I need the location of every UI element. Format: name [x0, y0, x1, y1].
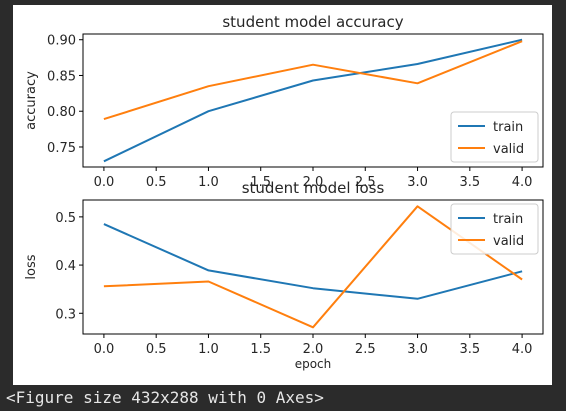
- chart-1-x-tick-label: 3.5: [459, 175, 480, 190]
- chart-2-title: student model loss: [242, 179, 385, 197]
- chart-2-y-axis-label: loss: [24, 254, 39, 279]
- chart-1-legend-box: [450, 111, 539, 163]
- chart-1-x-tick-label: 1.5: [250, 175, 271, 190]
- chart-2-y-tick-label: 0.4: [55, 259, 76, 274]
- chart-1-y-tick-label: 0.80: [47, 105, 76, 120]
- chart-2-legend-box: [450, 203, 539, 255]
- chart-1-series-train-line: [103, 38, 523, 163]
- chart-2-x-tick-label: 4.0: [512, 342, 533, 357]
- chart-1-x-tick-label: 0.0: [94, 175, 115, 190]
- chart-2-x-tick-label: 1.5: [250, 342, 271, 357]
- chart-1-x-tick-label: 0.5: [146, 175, 167, 190]
- chart-1-legend-label-valid: valid: [493, 142, 524, 157]
- chart-1-x-tick-label: 3.0: [407, 175, 428, 190]
- cell-output-text: <Figure size 432x288 with 0 Axes>: [6, 388, 324, 407]
- figure-canvas: 0.0 0.5 1.0 1.5 2.0 2.5 3.0 3.5 4.0 0.75 0.80 0.85 0…: [24, 13, 544, 371]
- chart-1-y-tick-label: 0.85: [47, 69, 76, 84]
- chart-1-series-valid-line: [103, 40, 523, 121]
- chart-1-legend-label-train: train: [493, 120, 523, 135]
- chart-1-x-tick-label: 1.0: [198, 175, 219, 190]
- chart-2-legend-label-valid: valid: [493, 234, 524, 249]
- chart-2-x-tick-label: 3.5: [459, 342, 480, 357]
- chart-2-x-tick-label: 0.0: [94, 342, 115, 357]
- chart-2-legend-label-train: train: [493, 212, 523, 227]
- chart-1-y-tick-label: 0.75: [47, 141, 76, 156]
- chart-2-x-tick-label: 1.0: [198, 342, 219, 357]
- figure: 0.0 0.5 1.0 1.5 2.0 2.5 3.0 3.5 4.0 0.75 0.80 0.85 0…: [13, 5, 552, 385]
- chart-1-title: student model accuracy: [222, 13, 403, 31]
- chart-1-y-axis-label: accuracy: [24, 71, 39, 130]
- chart-2-y-tick-label: 0.3: [55, 307, 76, 322]
- chart-1-x-tick-label: 4.0: [512, 175, 533, 190]
- chart-2-y-tick-label: 0.5: [55, 211, 76, 226]
- chart-1-x-tick-label: 2.5: [355, 175, 376, 190]
- chart-2-x-tick-label: 2.5: [355, 342, 376, 357]
- chart-2-x-tick-label: 3.0: [407, 342, 428, 357]
- chart-1-y-tick-label: 0.90: [47, 34, 76, 49]
- chart-2-x-tick-label: 0.5: [146, 342, 167, 357]
- chart-1-x-tick-label: 2.0: [303, 175, 324, 190]
- chart-2-x-tick-label: 2.0: [303, 342, 324, 357]
- chart-2-x-axis-label: epoch: [295, 357, 332, 371]
